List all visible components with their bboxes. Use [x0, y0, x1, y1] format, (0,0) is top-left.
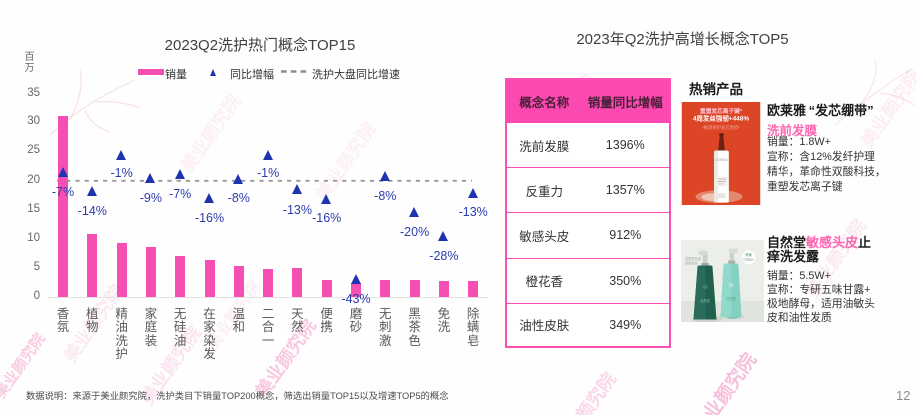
svg-text:L'OREAL: L'OREAL — [715, 158, 729, 162]
svg-text:科研专研: 科研专研 — [685, 261, 699, 266]
svg-text:清爽: 清爽 — [745, 252, 752, 257]
svg-text:控油蓬松: 控油蓬松 — [743, 258, 754, 262]
svg-text:4周发丝强韧+448%: 4周发丝强韧+448% — [693, 114, 750, 123]
svg-text:重塑发芯离子键*: 重塑发芯离子键* — [700, 107, 743, 115]
svg-text:自然堂头皮: 自然堂头皮 — [685, 256, 702, 261]
svg-text:自然堂: 自然堂 — [726, 296, 736, 301]
svg-text:自然堂: 自然堂 — [700, 298, 710, 303]
svg-text:*根源修护发芯受损*: *根源修护发芯受损* — [702, 124, 740, 131]
